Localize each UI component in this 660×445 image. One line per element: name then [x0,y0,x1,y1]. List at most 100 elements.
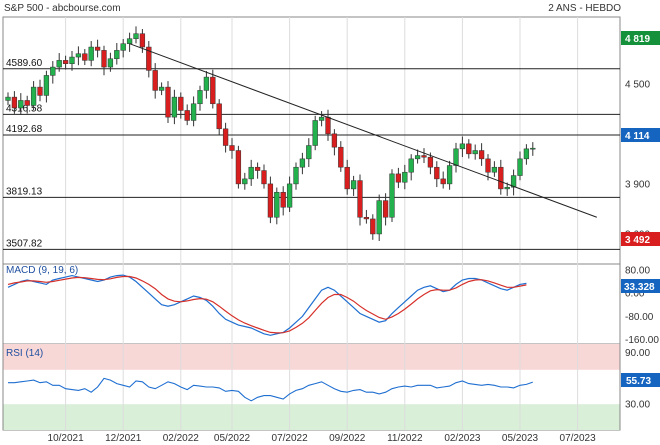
candle-body [504,186,510,190]
candle-body [363,217,370,220]
last-price-badge-text: 4 114 [625,131,650,142]
candle-body [344,166,350,190]
candle-body [229,145,235,151]
candle-body [299,158,306,168]
level-label: 4316.58 [6,103,43,114]
last-price-badge [621,128,660,142]
candle-body [178,96,184,111]
candle-body [440,178,446,185]
candle-body [498,166,504,190]
candle-body [427,156,434,168]
candle-body [261,170,267,185]
candle-body [222,128,229,146]
candle-body [171,96,178,118]
candle-body [69,56,75,64]
candle-body [210,76,216,105]
candle-body [312,120,318,146]
candle-body [357,180,363,218]
macd-value-badge [621,279,660,293]
candle-body [453,148,459,166]
rsi-title: RSI (14) [6,348,43,359]
macd-signal-line [7,275,527,334]
candle-body [107,58,114,68]
candle-body [389,173,395,218]
macd-title: MACD (9, 19, 6) [6,265,78,276]
candle-body [280,191,286,208]
level-label: 4589.60 [6,58,43,69]
candle-body [472,150,478,155]
candle-body [242,178,248,185]
candle-body [286,183,293,208]
candle-body [101,50,107,68]
macd-value-badge-text: 33.328 [624,282,655,293]
candle-body [293,166,299,185]
candle-body [376,200,382,235]
macd-y-tick-label: -160.00 [625,335,659,346]
macd-y-tick-label: 0.00 [625,289,645,300]
x-tick-label: 05/2023 [502,433,539,444]
price-panel [2,16,621,265]
candle-body [30,86,37,106]
bottom-value-badge-text: 3 492 [625,235,650,246]
macd-y-tick-label: 80.00 [625,265,650,276]
rsi-line [8,377,533,402]
candle-body [414,155,421,160]
rsi-overbought-zone [3,344,620,370]
candle-body [331,133,338,148]
macd-y-tick-label: -80.00 [625,312,654,323]
candle-body [203,76,210,91]
candle-body [120,43,126,51]
candle-body [421,155,427,158]
candle-body [459,143,466,150]
x-tick-label: 10/2021 [48,433,85,444]
rsi-value-badge-text: 55.73 [626,376,651,387]
candle-body [325,116,331,135]
candle-body [235,150,242,185]
candle-body [491,166,498,173]
candle-body [267,183,274,218]
candle-body [254,166,261,171]
candle-body [517,158,523,176]
candle-body [478,150,485,160]
candle-body [350,180,357,190]
candle-body [62,60,69,64]
chart-period: 2 ANS - HEBDO [548,3,621,14]
price-y-tick-label: 4 500 [625,79,650,90]
candle-body [523,148,530,160]
trend-line [129,43,597,218]
x-tick-label: 05/2022 [214,433,251,444]
candle-body [165,86,171,118]
candle-body [434,166,440,180]
candle-body [152,70,158,91]
x-tick-label: 11/2022 [387,433,423,444]
rsi-oversold-zone [3,404,620,430]
candle-body [24,100,30,106]
candle-body [43,75,50,96]
x-tick-label: 12/2021 [105,433,142,444]
candle-body [274,191,280,218]
candle-body [306,145,312,160]
candle-body [446,165,453,185]
candle-body [485,158,491,173]
candle-body [114,50,120,59]
rsi-y-tick-label: 30.00 [625,400,650,411]
bottom-value-badge [621,232,660,246]
level-label: 3507.82 [6,238,43,249]
candle-body [94,46,101,51]
price-y-tick-label: 3 900 [625,179,650,190]
candle-body [56,60,62,68]
chart-title: S&P 500 - abcbourse.com [4,3,121,14]
candle-body [402,171,408,183]
candle-body [82,53,88,61]
candle-body [190,103,197,121]
candle-body [133,33,139,39]
candle-body [50,66,56,76]
candle-body [37,86,43,96]
candle-body [75,53,82,58]
top-value-badge [621,31,660,45]
candle-body [184,110,190,121]
candle-body [370,218,376,235]
candle-body [158,86,165,91]
x-tick-label: 02/2023 [444,433,481,444]
